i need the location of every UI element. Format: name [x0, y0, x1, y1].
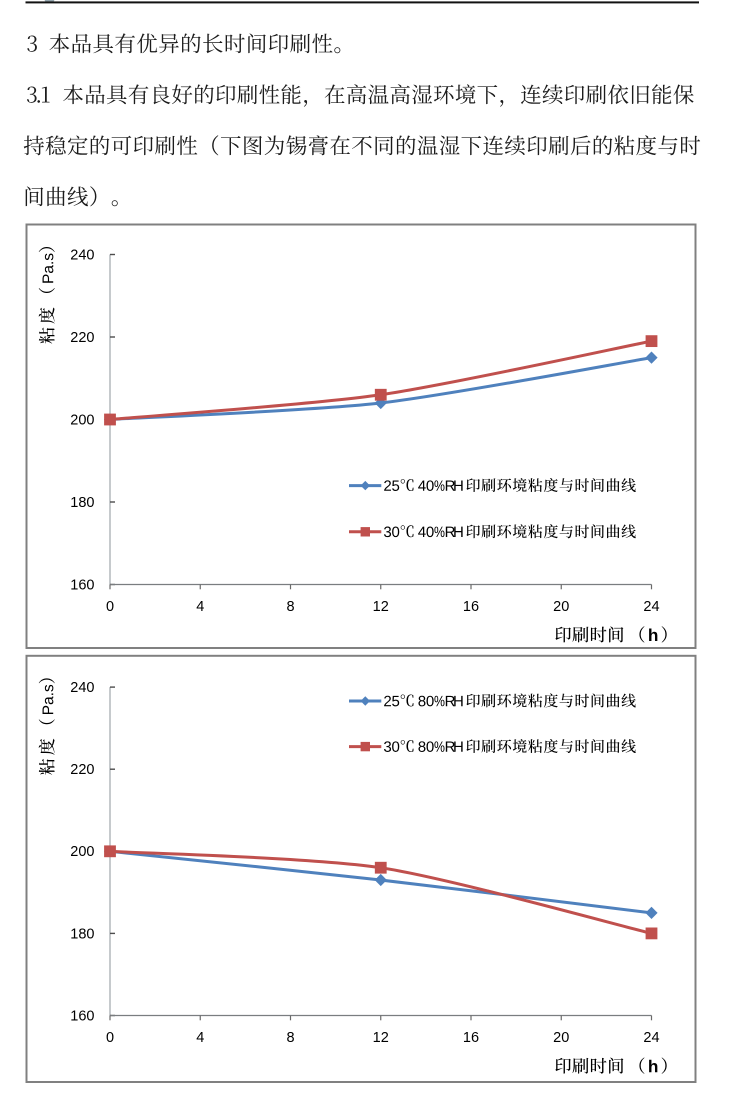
svg-text:0: 0	[106, 599, 114, 615]
svg-text:200: 200	[70, 844, 94, 860]
svg-text:0: 0	[106, 1030, 114, 1046]
svg-text:220: 220	[70, 330, 94, 346]
svg-text:4: 4	[196, 599, 204, 615]
svg-text:20: 20	[553, 599, 569, 615]
svg-text:160: 160	[70, 1008, 94, 1024]
svg-text:8: 8	[286, 599, 294, 615]
svg-text:16: 16	[463, 1030, 479, 1046]
svg-text:200: 200	[70, 412, 94, 428]
svg-text:220: 220	[70, 762, 94, 778]
svg-text:180: 180	[70, 495, 94, 511]
svg-text:8: 8	[286, 1030, 294, 1046]
svg-text:24: 24	[643, 599, 659, 615]
svg-text:20: 20	[553, 1030, 569, 1046]
svg-text:12: 12	[373, 599, 389, 615]
svg-text:240: 240	[70, 247, 94, 263]
svg-text:160: 160	[70, 577, 94, 593]
svg-text:4: 4	[196, 1030, 204, 1046]
svg-text:12: 12	[373, 1030, 389, 1046]
svg-text:240: 240	[70, 680, 94, 696]
svg-text:16: 16	[463, 599, 479, 615]
svg-text:180: 180	[70, 926, 94, 942]
svg-text:24: 24	[643, 1030, 659, 1046]
